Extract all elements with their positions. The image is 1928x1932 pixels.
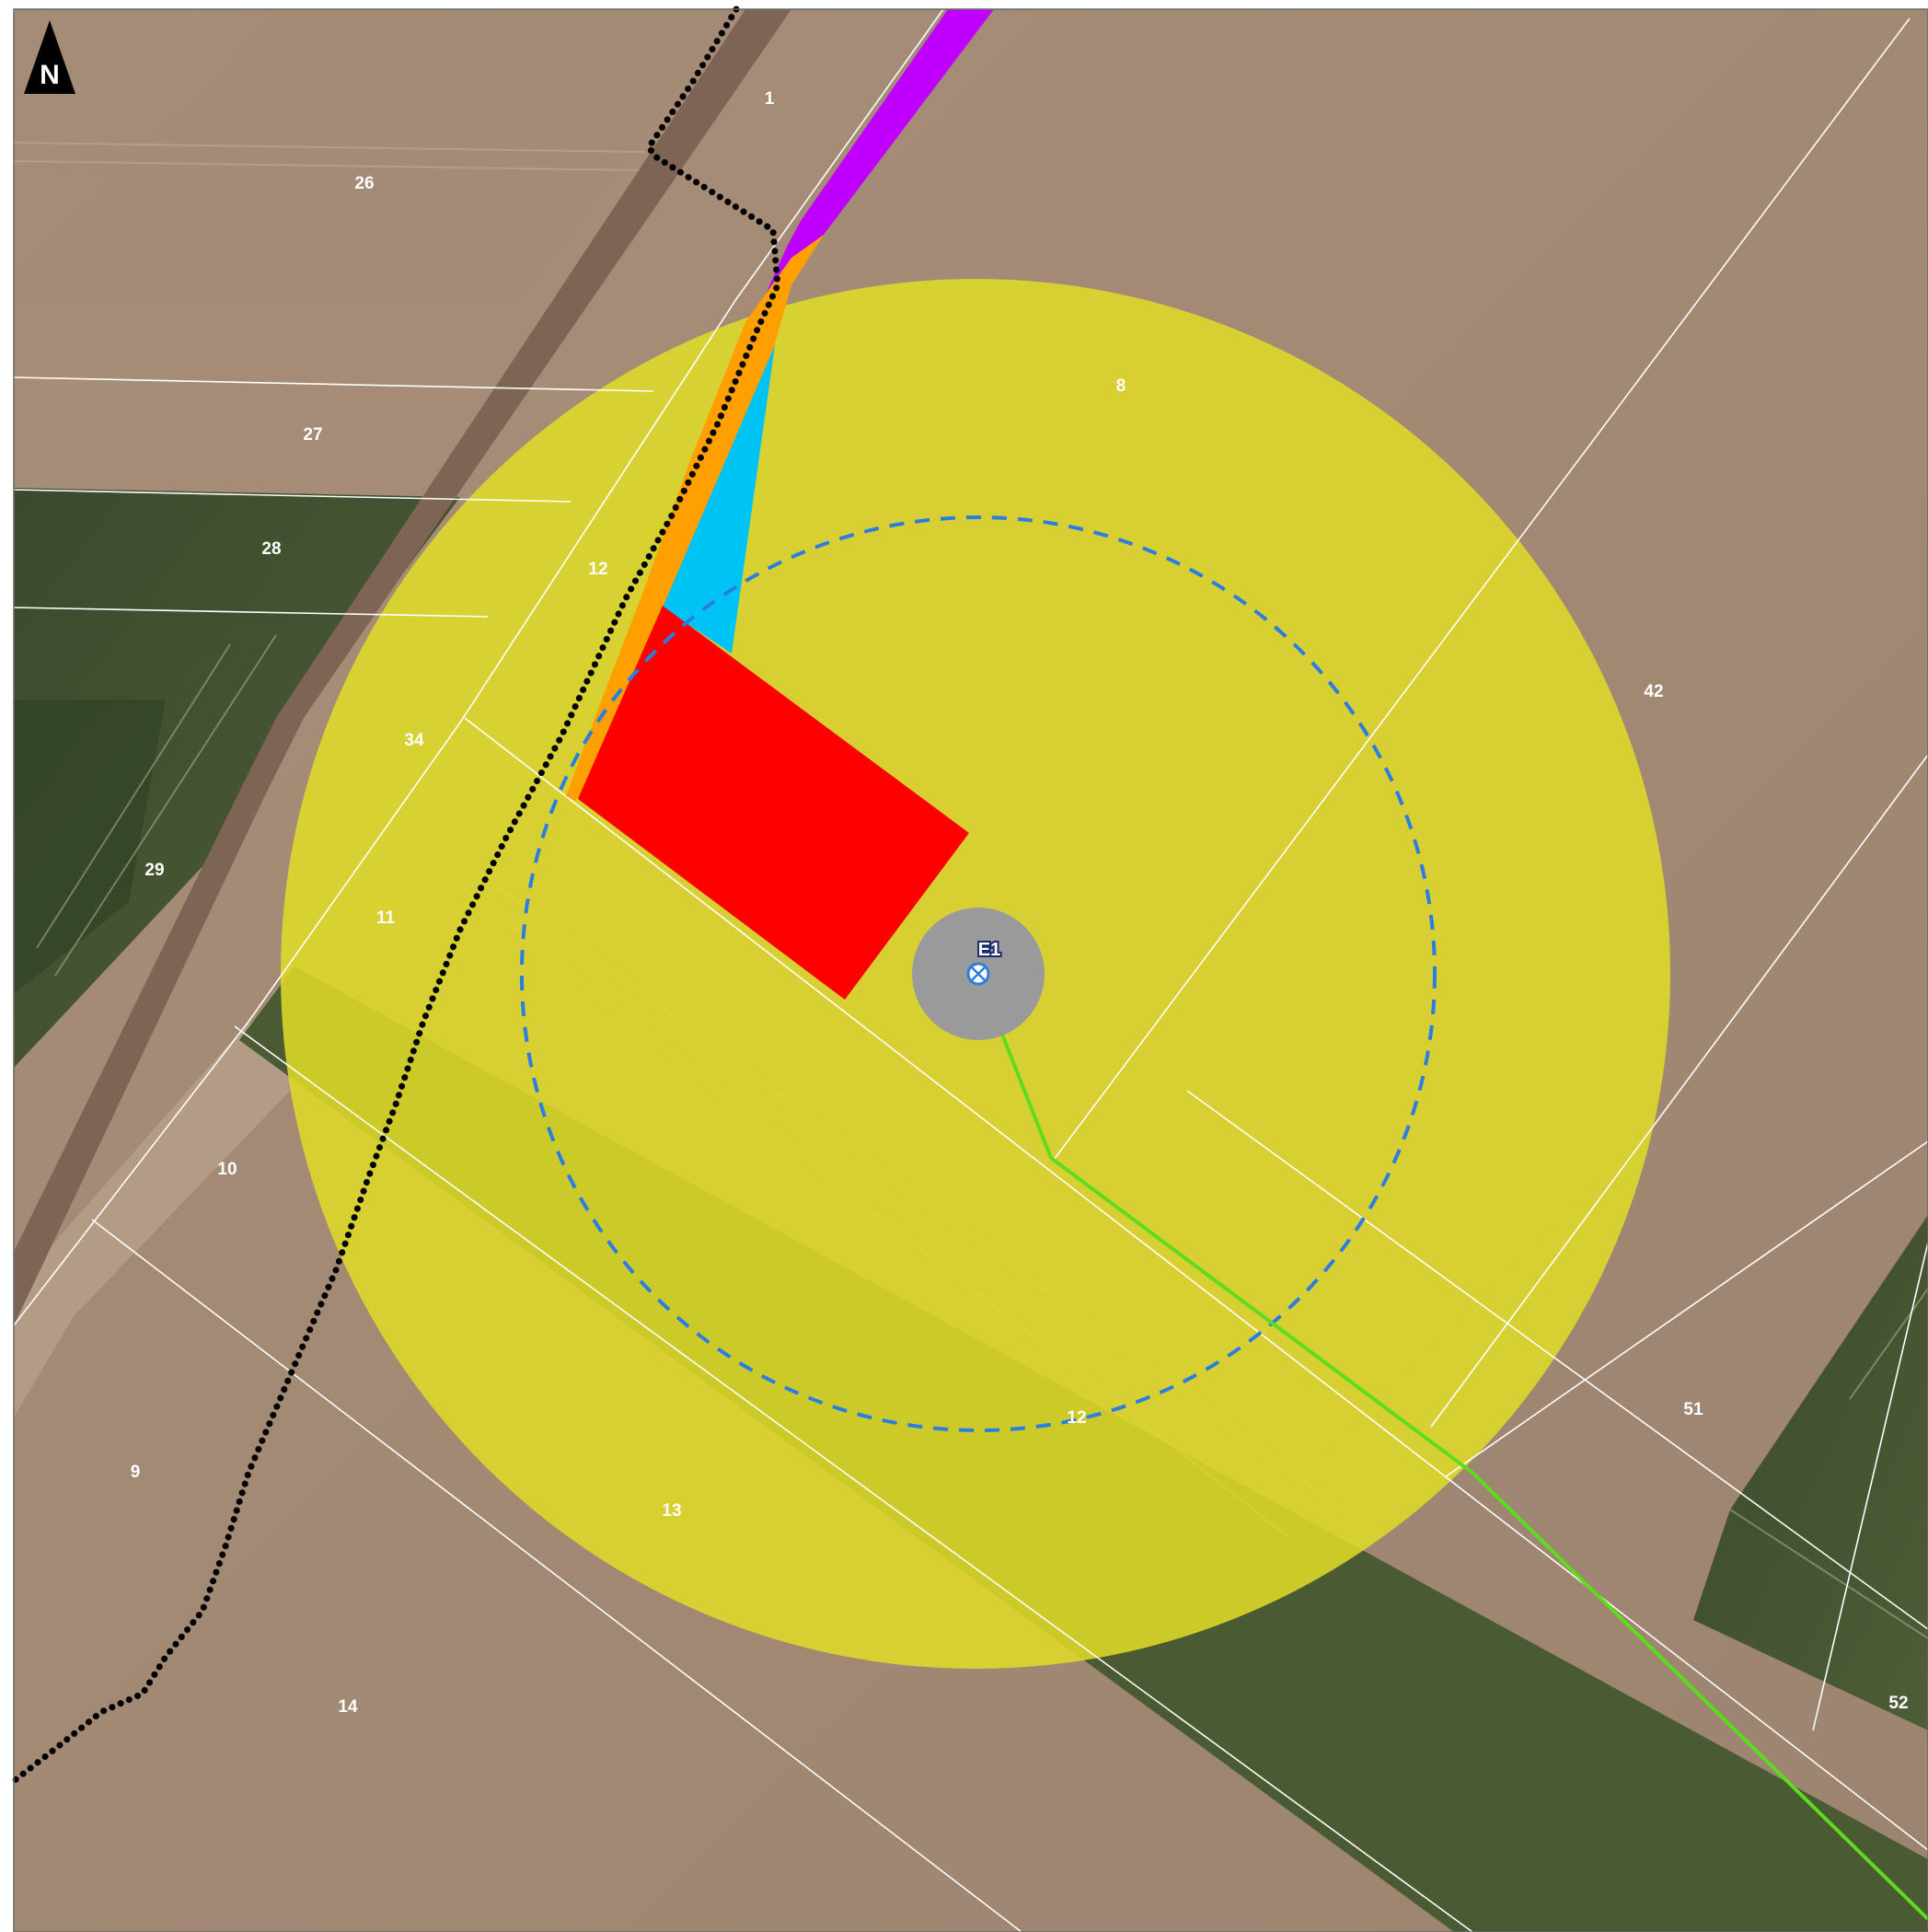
parcel-label-27: 27 [303,425,322,445]
parcel-label-1: 1 [765,89,775,109]
parcel-label-10: 10 [217,1160,237,1179]
administrative-boundary [10,6,781,1785]
rotor-radius-circle [520,515,1437,1432]
parcel-label-42: 42 [1644,682,1663,701]
parcel-label-52: 52 [1888,1694,1908,1713]
north-arrow-label: N [40,60,60,90]
parcel-boundaries [14,9,1928,1932]
parcel-labels: 1 26 27 28 12 34 29 11 10 9 14 13 12 8 4… [131,89,1909,1717]
cable-route [976,973,1928,1921]
turbine-marker-icon[interactable] [966,962,990,986]
parcel-label-8: 8 [1116,376,1126,396]
parcel-label-13: 13 [662,1501,681,1521]
parcel-label-12-north: 12 [588,560,607,579]
pipeline-corridor [757,9,994,313]
parcel-label-34: 34 [404,731,424,750]
parcel-label-26: 26 [354,174,374,193]
parcel-label-14: 14 [338,1697,358,1717]
parcel-label-29: 29 [144,861,164,880]
construction-area [578,606,969,1000]
access-road [566,235,824,801]
parcel-label-12-south: 12 [1067,1408,1086,1428]
parcel-label-11: 11 [376,908,396,928]
parcel-label-51: 51 [1683,1400,1703,1419]
parcel-label-9: 9 [131,1463,141,1482]
north-arrow-icon: N [24,20,75,94]
parcel-label-28: 28 [261,539,281,559]
turbine-label: E1 [978,940,1000,960]
crane-area [663,345,775,654]
